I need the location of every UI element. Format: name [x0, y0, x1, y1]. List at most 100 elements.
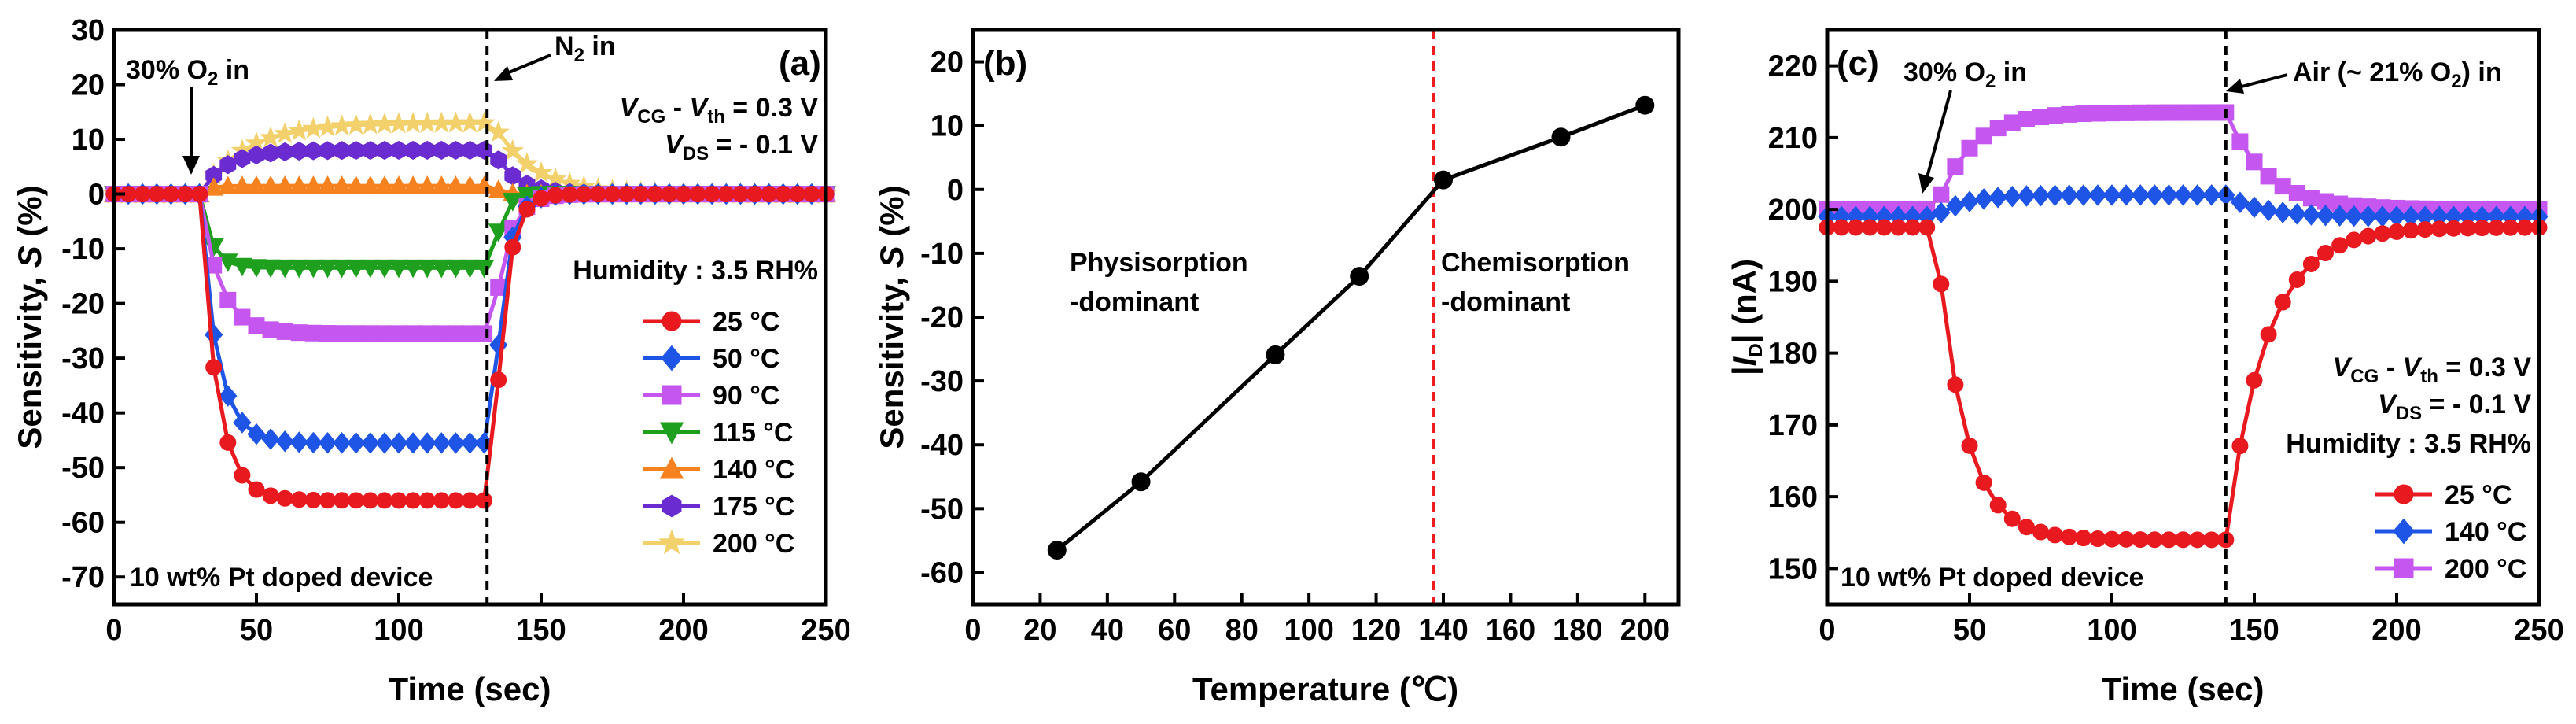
- panel-a-point: [289, 175, 310, 194]
- panel-a-point: [446, 432, 466, 454]
- panel-a-point: [432, 432, 451, 454]
- panel-b-x-title: Temperature (℃): [1192, 670, 1458, 707]
- panel-c-point: [2061, 105, 2078, 123]
- panel-a-point: [504, 166, 521, 186]
- panel-b-ytick-label: 0: [947, 174, 964, 207]
- panel-c-point: [1989, 497, 2007, 514]
- panel-c-xtick-label: 100: [2087, 614, 2136, 647]
- panel-a-point: [304, 141, 322, 161]
- panel-c-x-title: Time (sec): [2102, 670, 2265, 707]
- panel-c-point: [2117, 104, 2135, 121]
- panel-a-legend-marker: [659, 456, 684, 479]
- panel-a-point: [502, 193, 523, 212]
- panel-c-point: [1861, 219, 1878, 236]
- panel-c-point: [2146, 531, 2163, 549]
- panel-c-ytick-label: 210: [1768, 122, 1818, 155]
- panel-a-label: (a): [779, 44, 821, 83]
- panel-c-point: [2288, 184, 2305, 201]
- panel-b-xtick-label: 0: [964, 614, 981, 647]
- panel-a-point: [389, 432, 408, 454]
- panel-c-point: [2274, 178, 2291, 195]
- panel-b-point: [1266, 345, 1285, 364]
- panel-a-point: [803, 186, 820, 203]
- panel-c-point: [2018, 519, 2035, 536]
- panel-a-point: [376, 325, 393, 342]
- panel-a-point: [362, 492, 379, 509]
- panel-a-point: [445, 175, 466, 194]
- panel-a-point: [575, 186, 592, 203]
- panel-c-vds-label: VDS = - 0.1 V: [2378, 390, 2531, 424]
- panel-c: 0 50 100 150 200 250220210200190180170160150 …: [1726, 28, 2564, 707]
- panel-c-point: [2117, 184, 2136, 206]
- panel-c-point: [2159, 184, 2179, 206]
- panel-a-point: [433, 140, 450, 161]
- panel-a-point: [232, 257, 252, 277]
- panel-a-point: [319, 325, 336, 342]
- panel-a-legend-label: 175 °C: [713, 492, 794, 522]
- panel-a-point: [504, 238, 521, 256]
- panel-c-point: [1833, 219, 1850, 236]
- panel-a-point: [447, 492, 464, 509]
- panel-c-legend-marker: [2394, 484, 2414, 504]
- panel-a-point: [462, 140, 478, 161]
- panel-b-chemisorption-line1: Chemisorption: [1441, 248, 1630, 278]
- panel-a-point: [219, 291, 237, 308]
- panel-c-legend: 25 °C 140 °C 200 °C: [2375, 480, 2526, 584]
- panel-a-point: [476, 492, 493, 509]
- panel-a-point: [490, 371, 507, 389]
- panel-a-point: [248, 145, 265, 165]
- panel-a-humidity-label: Humidity : 3.5 RH%: [573, 256, 818, 286]
- panel-c-point: [1960, 190, 1979, 212]
- panel-a-legend-label: 115 °C: [713, 418, 793, 448]
- panel-a-point: [404, 140, 422, 161]
- panel-a-point: [661, 186, 678, 203]
- panel-c-point: [2189, 104, 2206, 121]
- panel-c-point: [1933, 275, 1950, 293]
- panel-c-point: [2017, 185, 2036, 207]
- panel-c-xtick-label: 50: [1953, 614, 1986, 647]
- panel-a-point: [334, 141, 351, 161]
- panel-c-point: [2246, 153, 2263, 171]
- panel-a-point: [474, 259, 495, 279]
- panel-a-y-title: Sensitivity, S (%): [11, 185, 48, 449]
- panel-a-point: [246, 175, 267, 194]
- panel-c-point: [1918, 219, 1936, 236]
- panel-c-point: [2260, 168, 2277, 185]
- panel-a-arrow-out: [494, 54, 551, 81]
- panel-a-point: [476, 140, 493, 161]
- panel-c-point: [2102, 184, 2121, 206]
- panel-c-point: [2245, 196, 2264, 219]
- panel-c-point: [1947, 158, 1964, 175]
- panel-c-point: [2103, 530, 2121, 548]
- panel-a-point: [205, 359, 223, 376]
- panel-a-point: [473, 111, 496, 133]
- panel-c-point: [1933, 186, 1950, 203]
- panel-c-point: [2075, 530, 2092, 547]
- panel-a-point: [431, 175, 452, 194]
- panel-a-point: [675, 186, 692, 203]
- panel-a-point: [331, 259, 352, 279]
- panel-a-legend-label: 25 °C: [713, 307, 779, 337]
- panel-a-ytick-label: 30: [72, 14, 105, 47]
- panel-c-point: [2374, 225, 2391, 242]
- panel-a-point: [275, 175, 296, 194]
- panel-c-point: [1988, 187, 2007, 209]
- panel-a-point: [348, 492, 365, 509]
- panel-c-point: [2246, 371, 2263, 389]
- panel-c-vcg-label: VCG - Vth = 0.3 V: [2333, 353, 2532, 387]
- panel-a-axis-ticks: 0 50 100 150 200 2503020100-10-20-30-40-50-60…: [61, 14, 851, 647]
- panel-a-legend-label: 90 °C: [713, 381, 779, 411]
- panel-b-xtick-label: 180: [1553, 614, 1602, 647]
- panel-c-point: [2003, 114, 2021, 131]
- panel-a-point: [460, 432, 480, 454]
- panel-c-point: [2117, 530, 2135, 548]
- panel-c-point: [2061, 528, 2078, 545]
- panel-a-point: [262, 321, 279, 338]
- panel-a-point: [417, 175, 438, 194]
- panel-a-xtick-label: 250: [801, 614, 850, 647]
- panel-a-o2-in-label: 30% O2 in: [126, 55, 249, 90]
- panel-a-point: [345, 175, 367, 194]
- panel-c-point: [2160, 104, 2177, 121]
- panel-a-point: [529, 161, 553, 183]
- panel-a-arrow-in: [182, 87, 200, 175]
